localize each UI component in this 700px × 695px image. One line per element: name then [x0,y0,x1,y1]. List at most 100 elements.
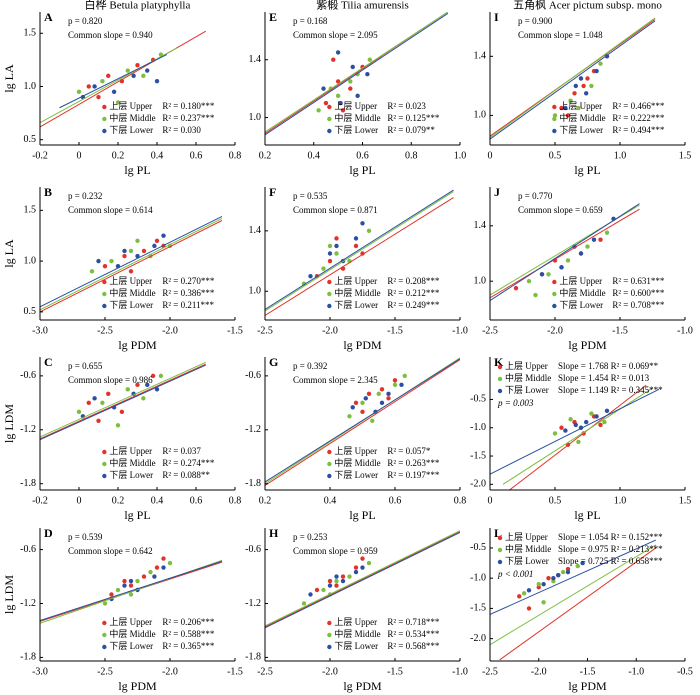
legend-label: 中层 Middle [334,287,380,298]
legend-stat: R² = 0.708*** [612,300,665,310]
x-tick-label: 0.4 [151,150,164,161]
point [386,396,391,401]
point [556,572,561,578]
legend-stat: R² = 0.211*** [162,300,214,310]
x-tick-label: -1.0 [677,325,693,336]
legend-marker [102,303,107,309]
point [573,422,578,428]
point [115,423,121,428]
legend-label: 中层 Middle [505,372,551,383]
legend-label: 上层 Upper [334,617,377,627]
point [334,243,339,249]
legend-label: 下层 Lower [505,556,549,566]
p-value: p = 0.770 [518,191,553,201]
point [334,574,339,579]
legend-marker [327,449,332,455]
point [128,592,134,597]
plot-area [265,357,460,486]
legend-label: 上层 Upper [109,617,152,627]
point [145,382,150,388]
column-title: 紫椴 Tilia amurensis [316,0,409,12]
x-tick-label: 0.2 [259,150,272,161]
point [360,400,365,406]
x-tick-label: -2.0 [547,325,563,336]
point [576,105,581,111]
legend-stat: R² = 0.249*** [387,300,440,310]
x-tick-label: 0.2 [259,495,272,506]
plot-area [40,361,206,441]
p-value: p < 0.001 [497,569,533,579]
x-tick-label: 0.4 [151,495,164,506]
p-value: p = 0.820 [68,16,103,26]
point [89,269,95,274]
point [135,382,140,388]
panel-letter: A [44,10,53,24]
point [379,387,385,392]
point [594,68,599,74]
point [109,592,114,597]
x-axis-label: lg PDM [118,679,157,693]
x-tick-label: 0.8 [229,150,242,161]
panel-letter: F [269,185,276,199]
legend-stat: R² = 0.568*** [387,641,440,651]
point [353,243,359,249]
x-tick-label: 0 [488,150,493,161]
point [115,587,121,593]
point [150,373,156,379]
x-axis-label: lg PDM [568,679,607,693]
point [135,253,140,259]
point [321,587,326,593]
x-tick-label: -1.0 [628,666,644,677]
y-tick-label: 1.4 [474,220,487,231]
point [360,409,365,415]
point [122,253,127,259]
legend-stat: R² = 0.057* [387,446,431,456]
point [526,588,532,593]
x-tick-label: -1.5 [227,325,243,336]
legend-marker [552,104,557,110]
y-tick-label: -0.6 [20,544,36,555]
legend-marker [327,116,332,122]
panel-letter: K [494,355,504,369]
legend-marker [327,473,332,479]
point [100,400,105,406]
point [141,396,146,401]
legend-label: 中层 Middle [505,543,551,554]
y-tick-label: -1.0 [470,572,486,583]
fit-line [265,358,460,483]
point [340,108,346,113]
legend-marker [552,279,557,285]
common-slope: Common slope = 2.345 [293,375,378,385]
point [154,387,160,392]
legend-marker [327,104,332,110]
point [565,258,571,263]
point [584,91,589,96]
point [598,422,603,428]
legend-label: 下层 Lower [109,641,153,651]
y-tick-label: -1.5 [470,450,486,461]
legend-marker [327,644,332,650]
point [128,248,134,254]
legend-marker [102,620,107,626]
point [327,578,333,584]
fit-line [265,12,449,133]
y-tick-label: 0.5 [24,134,37,145]
point [86,400,91,406]
common-slope: Common slope = 0.614 [68,205,153,215]
fit-line [40,363,206,440]
legend-label: 上层 Upper [505,361,548,371]
point [365,71,370,77]
y-tick-label: -1.2 [20,424,36,435]
point [76,89,82,95]
legend-marker [102,449,107,455]
y-tick-label: -1.5 [470,603,486,614]
point [578,76,584,81]
point [334,578,339,584]
point [96,258,101,264]
point [348,86,353,91]
legend-marker [497,535,503,541]
legend-marker [552,303,557,309]
point [353,569,359,575]
p-value: p = 0.232 [68,191,102,201]
point [565,566,571,572]
